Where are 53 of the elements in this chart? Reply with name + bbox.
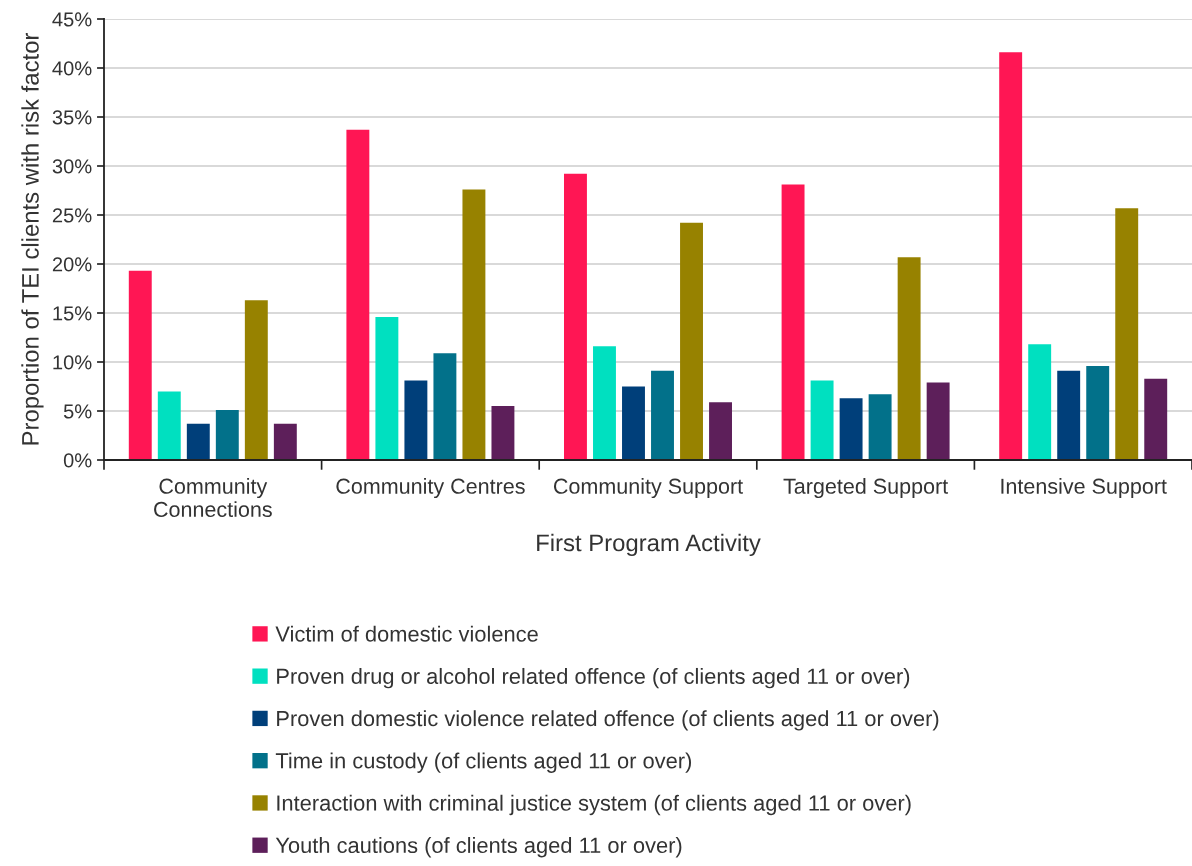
bar — [1115, 208, 1139, 460]
bar — [651, 370, 674, 460]
y-tick-label: 25% — [52, 208, 92, 223]
bar — [433, 353, 457, 460]
bar — [709, 402, 732, 460]
legend-label: Victim of domestic violence — [275, 625, 538, 642]
bar — [564, 173, 587, 460]
x-tick-label: Intensive Support — [1001, 478, 1167, 499]
bar — [1057, 370, 1081, 460]
y-tick-label: 10% — [53, 355, 92, 370]
x-tick-label: Community Support — [553, 478, 743, 499]
bar — [375, 316, 399, 460]
bar — [897, 257, 921, 460]
bar — [215, 410, 239, 460]
y-axis-title: Proportion of TEI clients with risk factor — [21, 32, 44, 445]
bar — [491, 406, 515, 460]
legend-label: Interaction with criminal justice system (of clients aged 11 or over) — [277, 794, 911, 816]
bar — [346, 129, 370, 460]
x-tick-label: Community Connections — [154, 478, 272, 518]
bar — [1144, 378, 1168, 460]
bar — [868, 394, 892, 460]
y-tick-label: 15% — [53, 306, 92, 321]
legend-label: Proven drug or alcohol related offence (of clients aged 11 or over) — [277, 667, 910, 689]
bar — [404, 380, 428, 460]
bar — [1086, 365, 1110, 460]
y-tick-label: 40% — [52, 61, 92, 76]
x-axis-title: First Program Activity — [537, 533, 761, 557]
bar — [593, 346, 616, 460]
legend-label: Proven domestic violence related offence (of clients aged 11 or over) — [277, 710, 939, 731]
y-tick-label: 45% — [52, 12, 92, 27]
bar — [244, 300, 268, 460]
y-tick-label: 0% — [63, 453, 92, 468]
y-tick-label: 5% — [63, 404, 92, 419]
y-tick-label: 35% — [52, 110, 92, 125]
bar — [1028, 344, 1052, 460]
y-tick-label: 30% — [52, 159, 92, 174]
legend-label: Time in custody (of clients aged 11 or over) — [275, 752, 692, 773]
bar — [839, 398, 863, 460]
bar — [273, 423, 297, 460]
bar — [462, 189, 486, 460]
bar — [810, 380, 834, 460]
bar — [999, 52, 1023, 460]
bar — [186, 423, 210, 460]
bar — [128, 270, 152, 460]
legend-label: Youth cautions (of clients aged 11 or over) — [275, 837, 682, 858]
bar — [157, 391, 181, 460]
bar — [622, 386, 645, 460]
bar — [781, 184, 805, 460]
bar — [926, 382, 950, 460]
y-tick-label: 20% — [52, 257, 92, 272]
x-tick-label: Community Centres — [336, 478, 525, 499]
bar — [680, 222, 703, 460]
x-tick-label: Targeted Support — [783, 478, 949, 499]
